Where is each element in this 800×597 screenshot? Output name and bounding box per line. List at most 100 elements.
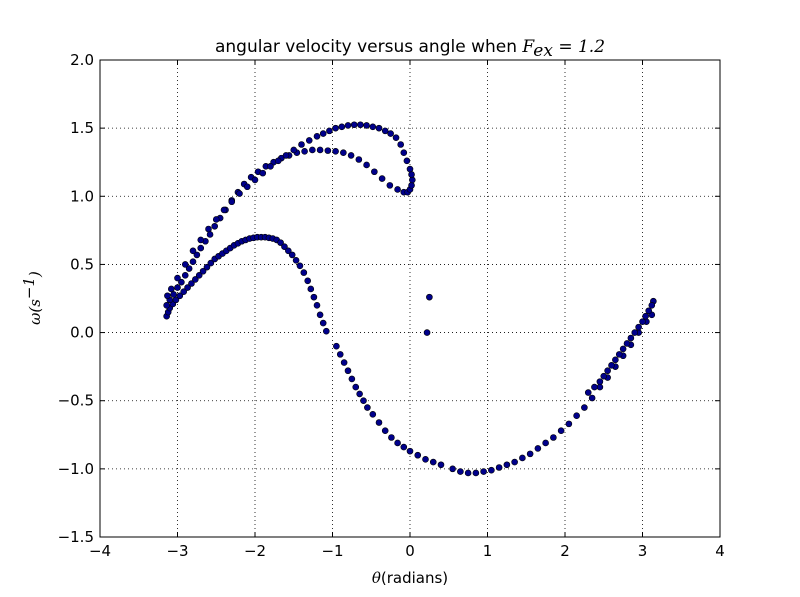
data-point [378,175,386,182]
data-point [356,390,363,398]
data-point [228,198,236,206]
data-point [181,272,189,279]
data-point [414,451,422,459]
data-point [375,124,383,132]
x-tick-label: 1 [483,542,493,560]
data-point [355,156,363,163]
data-point [604,367,611,375]
data-point [612,356,619,364]
y-axis-label: ω(s−1) [20,271,44,325]
y-tick-label: −1.5 [58,528,94,546]
data-point [206,231,214,238]
data-point [340,359,348,366]
data-point [400,149,408,156]
data-point [348,375,356,383]
data-point [526,450,534,458]
y-tick-label: −0.5 [58,392,94,410]
data-point [381,427,389,435]
data-point [381,127,389,135]
data-point [197,244,205,252]
chart-title: angular velocity versus angle when Fex =… [215,37,605,61]
data-point [292,257,300,264]
data-point [192,276,199,283]
y-tick-label: 0.5 [70,255,94,273]
x-tick-label: 4 [715,542,725,560]
data-point [386,182,394,189]
data-point [340,149,347,156]
x-tick-label: 0 [405,542,415,560]
data-point [344,367,352,375]
data-point [319,130,327,137]
data-points [163,121,657,477]
data-point [375,419,383,426]
data-point [307,285,315,293]
data-point [645,307,653,315]
data-point [364,404,371,411]
x-tick-label: 2 [560,542,570,560]
data-point [189,258,197,266]
data-point [619,345,627,353]
data-point [326,127,333,135]
data-point [243,183,251,191]
data-point [212,216,220,223]
data-point [588,394,596,402]
data-point [344,122,352,129]
data-point [615,351,623,358]
data-point [557,427,565,435]
data-point [400,443,408,451]
data-point [406,447,414,455]
x-tick-label: 3 [638,542,648,560]
data-point [288,251,296,259]
data-point [332,148,339,155]
data-point [394,186,401,193]
data-point [472,469,480,477]
y-tick-label: 1.0 [70,187,94,205]
data-point [642,312,649,320]
data-point [635,323,642,331]
data-point [627,334,635,342]
data-point [185,265,193,272]
data-point [534,445,542,452]
data-point [600,372,608,380]
data-point [387,130,394,137]
data-point [236,190,243,197]
data-point [205,225,212,233]
data-point [197,236,205,244]
y-tick-label: 0.0 [70,324,94,342]
data-point [371,168,378,176]
data-point [174,284,181,291]
data-point [313,302,321,309]
data-point [338,123,346,131]
data-point [170,291,177,298]
data-point [163,302,170,309]
data-point [639,318,646,325]
grid [100,60,720,537]
data-point [189,247,197,255]
y-tick-label: 1.5 [70,119,94,137]
data-point [596,383,604,391]
data-point [274,157,282,165]
data-point [176,292,184,300]
x-tick-label: −4 [89,542,111,560]
data-point [581,404,588,411]
axis-ticks: −4 −3 −2 −1 0 1 2 3 4 −1.5 −1.0 −0.5 0.0 0.5 1.0 1.5 2.0 [58,51,725,560]
data-point [336,351,344,358]
data-point [332,124,339,132]
data-point [623,340,631,347]
data-point [596,378,604,385]
data-point [591,383,598,391]
data-point [550,434,557,441]
x-tick-label: −1 [321,542,343,560]
data-point [408,182,415,189]
data-point [281,243,288,251]
data-point [406,165,414,173]
data-point [608,361,615,369]
data-point [457,468,464,475]
data-point [211,222,218,230]
data-point [350,121,358,129]
data-point [300,269,308,276]
data-point [369,123,377,131]
data-point [174,274,181,282]
data-point [316,146,324,154]
data-point [409,176,416,184]
